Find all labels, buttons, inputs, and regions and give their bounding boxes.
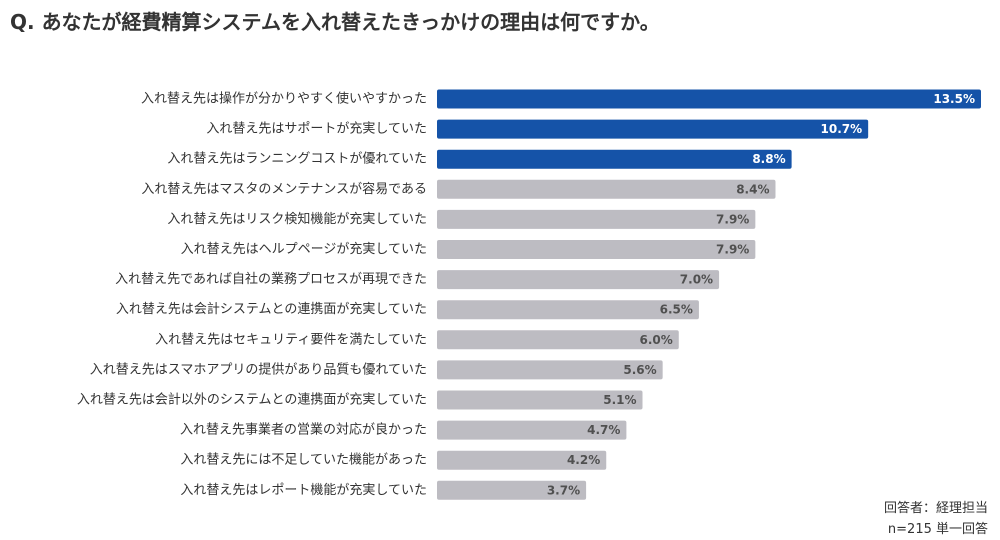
- value-label: 7.9%: [716, 243, 749, 257]
- bar: [437, 360, 663, 380]
- value-label: 13.5%: [933, 92, 975, 106]
- category-label: 入れ替え先は会計以外のシステムとの連携面が充実していた: [77, 392, 427, 408]
- bar: [437, 209, 756, 229]
- respondents-note: 回答者：経理担当: [883, 501, 988, 516]
- category-label: 入れ替え先であれば自社の業務プロセスが再現できた: [115, 271, 427, 287]
- value-label: 8.4%: [736, 182, 769, 196]
- category-label: 入れ替え先は操作が分かりやすく使いやすかった: [141, 91, 427, 107]
- sample-size-note: n=215 単一回答: [887, 522, 988, 537]
- bar: [437, 300, 699, 320]
- bar: [437, 270, 720, 290]
- value-label: 3.7%: [547, 483, 580, 497]
- page-title: Q. あなたが経費精算システムを入れ替えたきっかけの理由は何ですか。: [10, 10, 660, 34]
- bar: [437, 330, 679, 350]
- category-label: 入れ替え先はサポートが充実していた: [206, 121, 427, 137]
- category-label: 入れ替え先はスマホアプリの提供があり品質も優れていた: [90, 361, 427, 377]
- bar: [437, 450, 607, 470]
- footnote: 回答者：経理担当 n=215 単一回答: [884, 498, 988, 540]
- bar: [437, 480, 587, 500]
- bar: [437, 89, 981, 109]
- category-label: 入れ替え先はヘルプページが充実していた: [181, 241, 427, 257]
- category-label: 入れ替え先はセキュリティ要件を満たしていた: [155, 332, 427, 347]
- category-label: 入れ替え先はマスタのメンテナンスが容易である: [141, 181, 427, 197]
- value-label: 5.1%: [603, 393, 636, 407]
- bar: [437, 390, 643, 410]
- bar: [437, 119, 869, 139]
- bar: [437, 179, 776, 199]
- category-label: 入れ替え先は会計システムとの連携面が充実していた: [116, 301, 427, 317]
- value-label: 7.9%: [716, 212, 749, 226]
- value-label: 6.0%: [639, 333, 672, 347]
- category-label: 入れ替え先事業者の営業の対応が良かった: [180, 422, 427, 438]
- value-label: 6.5%: [660, 303, 693, 317]
- category-label: 入れ替え先はレポート機能が充実していた: [180, 482, 427, 498]
- value-label: 8.8%: [752, 152, 785, 166]
- bar: [437, 240, 756, 259]
- value-label: 5.6%: [623, 363, 656, 377]
- value-label: 10.7%: [821, 122, 863, 136]
- bar: [437, 149, 792, 169]
- category-label: 入れ替え先はランニングコストが優れていた: [167, 152, 427, 167]
- category-label: 入れ替え先には不足していた機能があった: [180, 453, 427, 468]
- category-label: 入れ替え先はリスク検知機能が充実していた: [167, 211, 427, 227]
- bar: [437, 420, 627, 440]
- value-label: 7.0%: [680, 273, 713, 287]
- value-label: 4.2%: [567, 453, 600, 467]
- value-label: 4.7%: [587, 423, 620, 437]
